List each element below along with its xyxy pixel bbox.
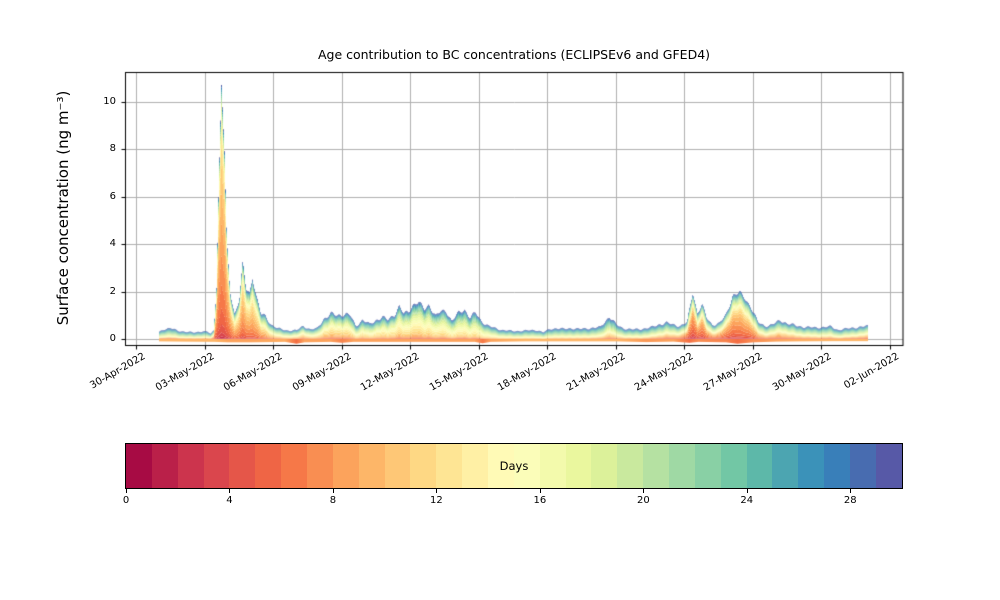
colorbar-segment [358,444,385,488]
colorbar-tick-label: 4 [226,495,233,506]
colorbar-segment [255,444,282,488]
colorbar-segment [565,444,592,488]
y-tick-label: 10 [103,96,116,107]
colorbar-segment [591,444,618,488]
chart-title: Age contribution to BC concentrations (E… [317,47,711,62]
colorbar-segment [151,444,178,488]
colorbar-segment [177,444,204,488]
colorbar-tick-mark [126,489,127,493]
colorbar-segment [720,444,747,488]
colorbar-segment [436,444,463,488]
y-tick-label: 0 [109,333,116,344]
colorbar-segment [798,444,825,488]
colorbar-segment [669,444,695,488]
y-tick-label: 4 [109,238,116,250]
colorbar-segment [617,444,644,488]
colorbar-tick-mark [850,489,852,493]
colorbar-tick-label: 16 [533,495,547,506]
colorbar-segment [281,444,308,488]
colorbar-segment [643,444,670,488]
colorbar-tick-label: 24 [740,495,754,506]
colorbar-segment [332,444,359,488]
colorbar-tick-mark [436,489,438,493]
colorbar-segment [462,444,489,488]
colorbar-segment [513,444,540,488]
colorbar-tick-mark [539,489,541,493]
y-tick-label: 6 [109,190,116,202]
colorbar-tick-mark [643,489,645,493]
colorbar [125,443,903,489]
colorbar-segment [875,444,902,488]
y-axis-label: Surface concentration (ng m⁻³) [54,90,72,326]
colorbar-segment [229,444,256,488]
colorbar-segment [410,444,437,488]
colorbar-tick-label: 8 [329,495,337,506]
colorbar-tick-mark [229,489,231,493]
colorbar-tick-mark [746,489,748,493]
colorbar-segment [824,444,851,488]
colorbar-segment [307,444,333,488]
colorbar-segment [850,444,876,488]
colorbar-tick-label: 12 [430,495,443,506]
colorbar-segment [539,444,566,488]
colorbar-segment [746,444,773,488]
colorbar-segment [126,444,152,488]
colorbar-segment [384,444,411,488]
y-tick-label: 2 [109,285,116,297]
colorbar-tick-mark [332,489,334,493]
colorbar-segment [203,444,230,488]
colorbar-tick-label: 0 [122,495,130,506]
colorbar-tick-label: 28 [843,495,857,506]
colorbar-segment [488,444,514,488]
colorbar-segment [772,444,799,488]
colorbar-tick-label: 20 [636,495,650,506]
colorbar-segment [694,444,721,488]
y-tick-label: 8 [109,143,116,155]
